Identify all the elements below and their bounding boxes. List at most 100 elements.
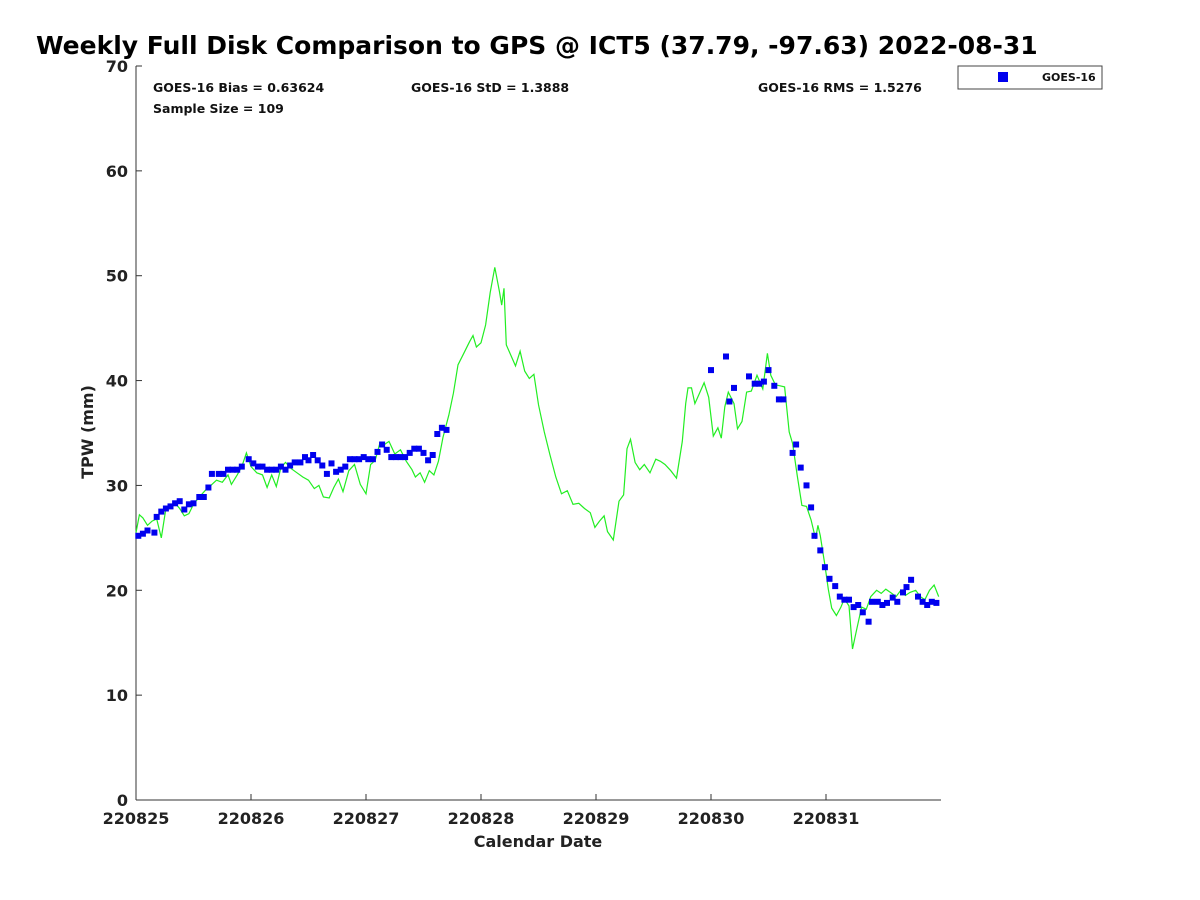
goes16-point	[238, 463, 245, 470]
goes16-point	[135, 532, 142, 539]
goes16-point	[765, 367, 772, 374]
goes16-point	[708, 367, 714, 374]
goes16-point	[411, 445, 418, 452]
sample-size-stat: Sample Size = 109	[153, 101, 284, 116]
goes16-point	[139, 530, 146, 537]
goes16-point	[268, 466, 275, 473]
goes16-point	[889, 594, 896, 601]
goes16-point	[337, 466, 344, 473]
goes16-point	[933, 599, 940, 606]
goes16-point	[342, 463, 349, 470]
goes16-point	[434, 431, 441, 437]
x-axis-label: Calendar Date	[474, 832, 603, 851]
goes16-point	[254, 463, 261, 470]
y-tick-label: 40	[106, 372, 128, 391]
goes16-point	[259, 463, 266, 470]
goes16-point	[811, 532, 818, 539]
goes16-point	[874, 598, 881, 605]
goes16-point	[908, 576, 915, 583]
bias-stat: GOES-16 Bias = 0.63624	[153, 80, 324, 95]
goes16-point	[282, 466, 289, 473]
y-tick-label: 20	[106, 581, 128, 600]
goes16-point	[245, 456, 252, 463]
goes16-point	[273, 466, 280, 473]
y-tick-label: 0	[117, 791, 128, 810]
goes16-point	[208, 470, 215, 477]
rms-stat: GOES-16 RMS = 1.5276	[758, 80, 922, 95]
goes16-point	[264, 466, 271, 473]
y-axis-label: TPW (mm)	[78, 385, 97, 479]
goes16-point	[425, 457, 432, 464]
goes16-point	[775, 396, 782, 403]
goes16-point	[291, 459, 298, 466]
goes16-point	[760, 378, 767, 385]
goes16-point	[181, 506, 188, 513]
axes: 0 10 20 30 40 50 60 70 220825 220826 220827 220828 2…	[103, 57, 941, 828]
goes16-point	[894, 598, 901, 605]
y-tick-label: 10	[106, 686, 128, 705]
x-tick-label: 220826	[218, 809, 285, 828]
goes16-point	[826, 575, 833, 582]
goes16-point	[190, 500, 197, 507]
goes16-point	[884, 599, 890, 606]
goes16-point	[369, 456, 376, 463]
gps-series	[135, 267, 940, 650]
goes16-point	[780, 396, 787, 403]
goes16-point	[374, 448, 381, 455]
goes16-point	[302, 454, 308, 461]
x-tick-label: 220825	[103, 809, 170, 828]
goes16-point	[821, 564, 828, 571]
y-tick-label: 60	[106, 162, 128, 181]
goes16-point	[319, 462, 326, 469]
goes16-point	[328, 460, 335, 467]
gps-line	[135, 267, 940, 650]
legend-box	[957, 65, 1103, 90]
goes16-point	[746, 373, 752, 380]
goes16-point	[379, 441, 386, 448]
goes16-point	[859, 609, 866, 616]
goes16-point	[144, 527, 151, 534]
goes16-point	[397, 454, 404, 461]
goes16-point	[305, 457, 312, 464]
goes16-point	[167, 503, 174, 510]
legend-marker-goes16	[998, 72, 1008, 82]
goes16-point	[438, 424, 445, 431]
goes16-point	[924, 602, 931, 608]
goes16-point	[797, 464, 804, 471]
x-tick-label: 220828	[448, 809, 515, 828]
goes16-series	[135, 353, 940, 625]
goes16-point	[333, 468, 340, 475]
goes16-point	[287, 462, 294, 469]
goes16-point	[803, 482, 810, 489]
goes16-point	[900, 589, 906, 596]
goes16-point	[196, 494, 203, 500]
goes16-point	[250, 460, 257, 467]
goes16-point	[200, 494, 207, 500]
goes16-point	[310, 452, 317, 458]
goes16-point	[277, 463, 284, 470]
goes16-point	[817, 547, 824, 554]
goes16-point	[356, 456, 363, 463]
goes16-point	[869, 598, 875, 605]
goes16-point	[388, 454, 395, 461]
goes16-point	[323, 470, 330, 477]
goes16-point	[172, 500, 179, 507]
goes16-point	[346, 456, 353, 463]
goes16-point	[731, 384, 737, 391]
goes16-point	[314, 457, 321, 464]
legend: GOES-16	[957, 65, 1103, 90]
goes16-point	[153, 513, 160, 520]
goes16-point	[879, 602, 886, 608]
x-tick-label: 220829	[563, 809, 630, 828]
goes16-point	[225, 466, 231, 473]
goes16-point	[220, 470, 227, 477]
std-stat: GOES-16 StD = 1.3888	[411, 80, 569, 95]
y-tick-label: 50	[106, 267, 128, 286]
goes16-point	[928, 598, 935, 605]
goes16-point	[865, 618, 872, 625]
goes16-point	[151, 529, 158, 536]
goes16-point	[392, 454, 399, 461]
goes16-point	[841, 596, 848, 603]
goes16-point	[850, 604, 857, 611]
